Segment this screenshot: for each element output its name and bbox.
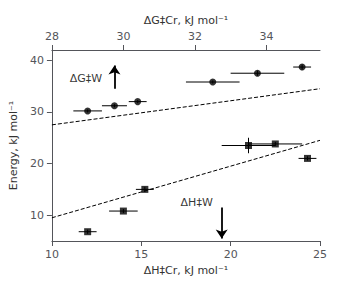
- svg-text:32: 32: [188, 30, 202, 43]
- svg-text:34: 34: [259, 30, 273, 43]
- svg-text:Energy, kJ mol⁻¹: Energy, kJ mol⁻¹: [7, 101, 20, 190]
- svg-text:30: 30: [30, 105, 44, 118]
- svg-text:20: 20: [224, 248, 238, 261]
- svg-text:15: 15: [134, 248, 148, 261]
- svg-text:ΔH‡Cr, kJ mol⁻¹: ΔH‡Cr, kJ mol⁻¹: [144, 264, 228, 277]
- svg-text:40: 40: [30, 54, 44, 67]
- svg-text:ΔG‡Cr, kJ mol⁻¹: ΔG‡Cr, kJ mol⁻¹: [144, 14, 229, 27]
- svg-text:25: 25: [313, 248, 327, 261]
- svg-text:10: 10: [30, 209, 44, 222]
- svg-text:30: 30: [116, 30, 130, 43]
- svg-text:20: 20: [30, 157, 44, 170]
- svg-text:28: 28: [45, 30, 59, 43]
- svg-text:10: 10: [45, 248, 59, 261]
- svg-text:ΔG‡W: ΔG‡W: [70, 72, 103, 85]
- svg-text:ΔH‡W: ΔH‡W: [181, 196, 213, 209]
